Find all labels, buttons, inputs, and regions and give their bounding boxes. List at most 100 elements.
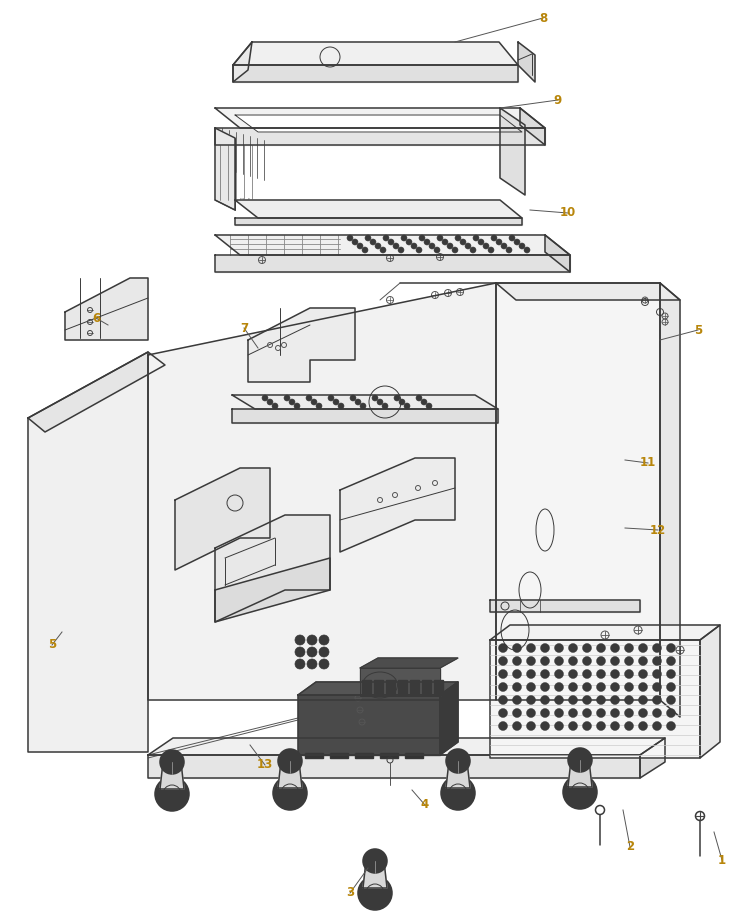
Circle shape — [362, 247, 368, 253]
Circle shape — [666, 669, 676, 678]
Polygon shape — [233, 65, 518, 82]
Circle shape — [295, 647, 305, 657]
Circle shape — [597, 696, 605, 704]
Polygon shape — [28, 352, 148, 752]
Polygon shape — [298, 695, 440, 755]
Circle shape — [355, 399, 361, 405]
Polygon shape — [496, 283, 680, 300]
Circle shape — [404, 403, 410, 409]
Circle shape — [513, 682, 522, 691]
Text: 11: 11 — [640, 457, 656, 470]
Polygon shape — [215, 515, 330, 622]
Circle shape — [554, 722, 563, 730]
Circle shape — [653, 656, 662, 665]
Circle shape — [488, 247, 494, 253]
Circle shape — [527, 709, 536, 717]
Circle shape — [611, 643, 619, 653]
Circle shape — [416, 247, 422, 253]
Circle shape — [513, 722, 522, 730]
Circle shape — [473, 235, 479, 241]
Polygon shape — [363, 861, 387, 888]
Circle shape — [639, 643, 648, 653]
Polygon shape — [496, 283, 660, 700]
Circle shape — [513, 656, 522, 665]
Polygon shape — [362, 680, 371, 695]
Circle shape — [519, 243, 525, 249]
Circle shape — [611, 709, 619, 717]
Circle shape — [429, 243, 435, 249]
Circle shape — [666, 709, 676, 717]
Circle shape — [527, 643, 536, 653]
Circle shape — [554, 709, 563, 717]
Polygon shape — [235, 200, 522, 218]
Circle shape — [319, 635, 329, 645]
Polygon shape — [235, 218, 522, 225]
Circle shape — [383, 235, 389, 241]
Polygon shape — [446, 761, 470, 788]
Circle shape — [289, 399, 295, 405]
Polygon shape — [305, 753, 323, 758]
Polygon shape — [148, 738, 665, 755]
Circle shape — [452, 247, 458, 253]
Circle shape — [568, 669, 577, 678]
Polygon shape — [28, 352, 165, 432]
Polygon shape — [175, 468, 270, 570]
Circle shape — [582, 669, 591, 678]
Circle shape — [611, 669, 619, 678]
Circle shape — [625, 643, 634, 653]
Circle shape — [527, 696, 536, 704]
Polygon shape — [235, 115, 522, 132]
Circle shape — [307, 659, 317, 669]
Polygon shape — [248, 308, 355, 382]
Circle shape — [421, 399, 427, 405]
Polygon shape — [520, 108, 545, 145]
Text: 6: 6 — [92, 311, 100, 325]
Circle shape — [316, 403, 322, 409]
Circle shape — [582, 722, 591, 730]
Circle shape — [527, 682, 536, 691]
Circle shape — [499, 669, 508, 678]
Circle shape — [625, 682, 634, 691]
Circle shape — [554, 669, 563, 678]
Circle shape — [470, 247, 476, 253]
Circle shape — [455, 235, 461, 241]
Circle shape — [653, 709, 662, 717]
Circle shape — [554, 682, 563, 691]
Circle shape — [524, 247, 530, 253]
Circle shape — [653, 682, 662, 691]
Circle shape — [311, 399, 317, 405]
Polygon shape — [148, 755, 640, 778]
Circle shape — [540, 656, 550, 665]
Circle shape — [377, 399, 383, 405]
Polygon shape — [233, 42, 518, 65]
Circle shape — [393, 243, 399, 249]
Circle shape — [563, 775, 597, 809]
Circle shape — [372, 395, 378, 401]
Circle shape — [446, 749, 470, 773]
Circle shape — [666, 682, 676, 691]
Polygon shape — [700, 625, 720, 758]
Polygon shape — [233, 42, 252, 82]
Circle shape — [611, 696, 619, 704]
Circle shape — [527, 722, 536, 730]
Text: 13: 13 — [257, 759, 273, 772]
Polygon shape — [215, 128, 545, 145]
Polygon shape — [518, 42, 535, 82]
Polygon shape — [278, 761, 302, 788]
Text: 5: 5 — [694, 323, 702, 337]
Circle shape — [653, 722, 662, 730]
Circle shape — [401, 235, 407, 241]
Circle shape — [388, 239, 394, 245]
Circle shape — [338, 403, 344, 409]
Circle shape — [350, 395, 356, 401]
Circle shape — [295, 659, 305, 669]
Circle shape — [527, 669, 536, 678]
Polygon shape — [232, 395, 498, 409]
Polygon shape — [545, 235, 570, 272]
Circle shape — [478, 239, 484, 245]
Text: 10: 10 — [560, 207, 576, 220]
Circle shape — [328, 395, 334, 401]
Circle shape — [501, 243, 507, 249]
Circle shape — [272, 403, 278, 409]
Circle shape — [499, 696, 508, 704]
